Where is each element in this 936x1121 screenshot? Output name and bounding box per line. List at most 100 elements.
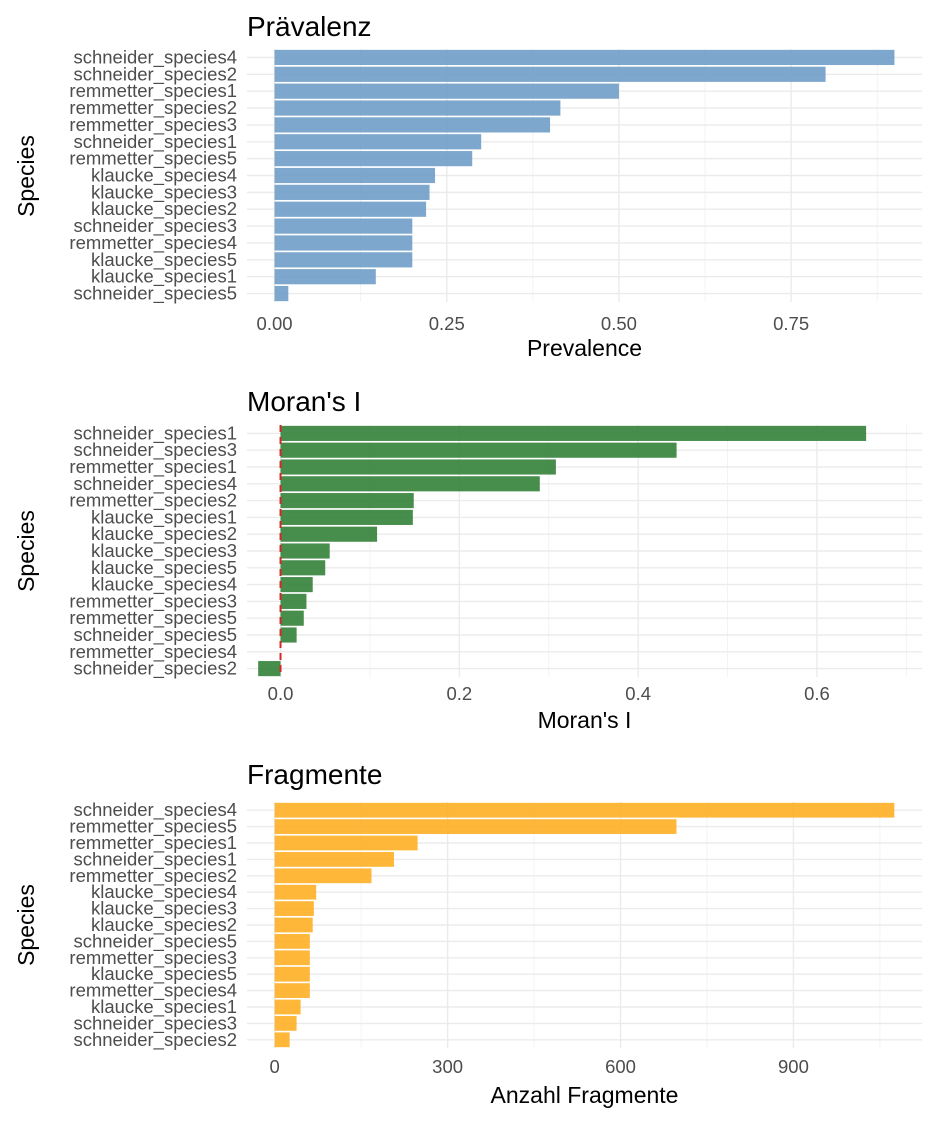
bar xyxy=(274,999,301,1015)
bar xyxy=(280,442,677,458)
chart-title: Prävalenz xyxy=(247,11,372,42)
x-tick-label: 0.00 xyxy=(257,313,293,334)
chart-panel: schneider_species4schneider_species2remm… xyxy=(13,11,922,361)
x-tick-label: 0.25 xyxy=(429,313,465,334)
bar xyxy=(280,593,307,609)
category-label: klaucke_species3 xyxy=(91,898,237,920)
bar xyxy=(274,201,427,217)
bar xyxy=(274,66,826,82)
x-tick-label: 0.2 xyxy=(446,683,472,704)
category-label: schneider_species5 xyxy=(73,283,237,305)
bar xyxy=(274,819,677,834)
bar xyxy=(274,901,314,916)
category-label: remmetter_species2 xyxy=(69,490,237,512)
bar xyxy=(274,835,418,851)
category-label: klaucke_species5 xyxy=(91,557,237,579)
category-label: schneider_species1 xyxy=(73,848,237,870)
chart-title: Moran's I xyxy=(247,386,361,417)
category-label: schneider_species2 xyxy=(73,63,237,85)
category-label: klaucke_species2 xyxy=(91,523,237,545)
chart-title: Fragmente xyxy=(247,759,382,790)
x-tick-label: 0.50 xyxy=(601,313,637,334)
bar xyxy=(280,610,304,626)
bar xyxy=(274,1032,290,1048)
category-label: klaucke_species4 xyxy=(91,165,237,187)
bar xyxy=(274,117,551,133)
bar xyxy=(274,167,436,184)
bar xyxy=(274,934,310,949)
category-label: remmetter_species1 xyxy=(69,80,237,102)
x-tick-label: 0.0 xyxy=(268,683,294,704)
bar xyxy=(274,235,413,251)
category-label: schneider_species5 xyxy=(73,624,237,646)
category-label: klaucke_species2 xyxy=(91,198,237,220)
category-label: remmetter_species5 xyxy=(69,148,237,170)
bar xyxy=(274,151,473,167)
bar xyxy=(280,577,313,593)
bar xyxy=(274,252,413,268)
category-label: schneider_species3 xyxy=(73,215,237,237)
bar xyxy=(274,802,895,818)
category-label: schneider_species4 xyxy=(73,46,237,68)
y-axis-label: Species xyxy=(13,884,39,966)
category-label: remmetter_species4 xyxy=(69,641,237,663)
category-label: klaucke_species1 xyxy=(91,996,237,1018)
category-label: remmetter_species4 xyxy=(69,980,237,1002)
category-label: schneider_species1 xyxy=(73,131,237,153)
category-label: klaucke_species4 xyxy=(91,881,237,903)
bar xyxy=(274,868,372,884)
bar xyxy=(280,493,414,509)
bar xyxy=(280,509,413,525)
category-label: remmetter_species3 xyxy=(69,947,237,969)
y-axis-label: Species xyxy=(13,510,39,592)
bar xyxy=(274,269,376,285)
category-label: schneider_species2 xyxy=(73,1029,237,1051)
category-label: klaucke_species4 xyxy=(91,574,237,596)
bar xyxy=(280,560,326,576)
bar xyxy=(274,884,317,900)
category-label: schneider_species5 xyxy=(73,930,237,952)
category-label: klaucke_species2 xyxy=(91,914,237,936)
x-axis-label: Moran's I xyxy=(538,707,632,733)
bar xyxy=(274,285,289,302)
category-label: schneider_species2 xyxy=(73,658,237,680)
category-label: schneider_species3 xyxy=(73,1012,237,1034)
x-tick-label: 0.75 xyxy=(773,313,809,334)
category-label: schneider_species4 xyxy=(73,473,237,495)
category-label: remmetter_species4 xyxy=(69,232,237,254)
bar xyxy=(274,49,895,66)
category-label: remmetter_species1 xyxy=(69,832,237,854)
x-axis-label: Anzahl Fragmente xyxy=(491,1082,679,1108)
bar xyxy=(274,950,310,966)
category-label: remmetter_species5 xyxy=(69,607,237,629)
bar xyxy=(274,100,561,116)
category-label: remmetter_species3 xyxy=(69,114,237,136)
bar xyxy=(274,852,394,867)
category-label: schneider_species3 xyxy=(73,439,237,461)
bar xyxy=(274,218,413,234)
x-tick-label: 900 xyxy=(778,1056,809,1077)
category-label: klaucke_species1 xyxy=(91,506,237,528)
bar xyxy=(274,983,310,998)
bar xyxy=(274,966,310,982)
bar xyxy=(280,526,378,542)
x-tick-label: 300 xyxy=(432,1056,463,1077)
bar xyxy=(274,83,619,99)
x-tick-label: 0.6 xyxy=(804,683,830,704)
category-label: remmetter_species3 xyxy=(69,590,237,612)
x-axis-label: Prevalence xyxy=(527,335,642,361)
bar xyxy=(280,627,297,643)
bar xyxy=(280,543,330,559)
category-label: remmetter_species2 xyxy=(69,97,237,119)
category-label: klaucke_species5 xyxy=(91,963,237,985)
category-label: schneider_species4 xyxy=(73,799,237,821)
category-label: klaucke_species3 xyxy=(91,181,237,203)
x-tick-label: 0 xyxy=(270,1056,280,1077)
x-tick-label: 600 xyxy=(605,1056,636,1077)
y-axis-label: Species xyxy=(13,135,39,217)
chart-panel: schneider_species1schneider_species3remm… xyxy=(13,386,922,733)
chart-panel: schneider_species4remmetter_species5remm… xyxy=(13,759,922,1108)
bar xyxy=(280,425,867,441)
category-label: klaucke_species1 xyxy=(91,266,237,288)
